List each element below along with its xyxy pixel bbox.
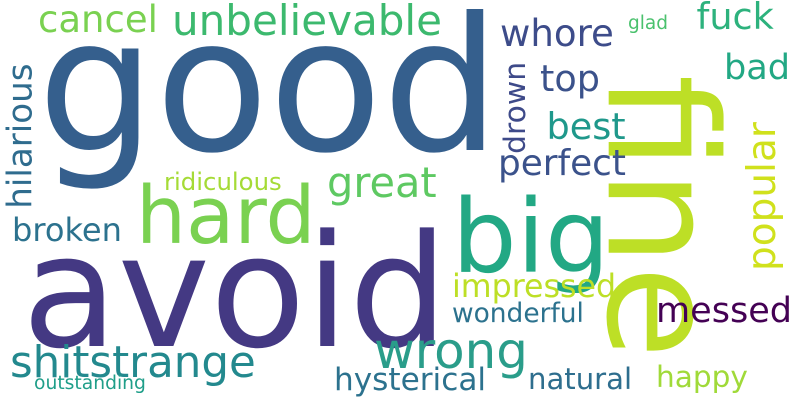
word-cancel: cancel (38, 0, 158, 41)
word-ridiculous: ridiculous (164, 167, 282, 196)
word-glad: glad (628, 12, 668, 34)
word-hilarious: hilarious (0, 63, 41, 209)
word-unbelievable: unbelievable (172, 0, 442, 45)
word-bad: bad (724, 46, 791, 88)
word-best: best (546, 104, 626, 148)
word-whore: whore (500, 11, 614, 55)
word-impressed: impressed (452, 269, 617, 305)
word-great: great (327, 158, 437, 207)
word-wonderful: wonderful (452, 298, 584, 329)
word-hysterical: hysterical (334, 361, 487, 398)
word-avoid: avoid (22, 201, 448, 383)
word-messed: messed (656, 289, 793, 331)
word-hard: hard (136, 169, 316, 262)
word-popular: popular (739, 121, 785, 271)
word-broken: broken (12, 211, 122, 249)
word-drown: drown (498, 61, 534, 154)
word-perfect: perfect (498, 143, 626, 184)
word-big: big (452, 178, 610, 297)
word-natural: natural (528, 361, 633, 396)
word-top: top (540, 56, 600, 100)
word-fuck: fuck (696, 0, 774, 38)
word-happy: happy (656, 360, 748, 394)
word-good: good (37, 0, 501, 194)
word-shitstrange: shitstrange (10, 338, 256, 388)
word-outstanding: outstanding (34, 372, 146, 394)
word-wrong: wrong (374, 322, 528, 380)
